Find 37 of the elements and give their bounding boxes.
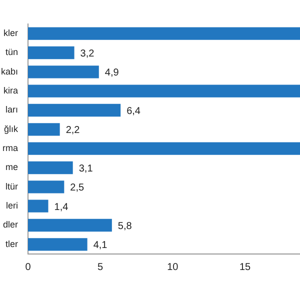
data-label: 4,9 (104, 68, 120, 79)
bar (28, 142, 300, 155)
y-tick-label: rma (2, 143, 18, 154)
x-tick-label: 10 (167, 262, 179, 273)
y-tick-label: ğlık (4, 124, 18, 134)
bar (28, 200, 48, 212)
data-label: 5,8 (118, 221, 132, 232)
y-tick-label: kler (3, 28, 18, 38)
bar (28, 238, 88, 251)
x-tick-label: 15 (239, 262, 252, 273)
y-tick-label: leri (6, 200, 18, 211)
y-tick-label: me (5, 162, 18, 172)
y-tick-label: ları (5, 104, 18, 115)
bar (28, 104, 121, 117)
bar (28, 123, 60, 136)
x-tick-label: 5 (98, 262, 104, 273)
data-label: 4,1 (93, 240, 108, 252)
bar (28, 84, 300, 98)
y-tick-label: ltür (5, 181, 18, 192)
data-label: 3,1 (78, 164, 94, 174)
y-tick-label: kabı (0, 66, 18, 76)
data-label: 2,5 (70, 182, 85, 194)
bar (28, 218, 112, 232)
bar (28, 66, 99, 78)
bar (28, 46, 74, 60)
bar (28, 180, 64, 194)
data-label: 3,2 (80, 48, 95, 60)
y-tick-label: tün (5, 47, 18, 58)
y-tick-label: tler (5, 238, 18, 249)
bar (28, 27, 300, 40)
data-label: 1,4 (54, 202, 69, 213)
data-label: 2,2 (66, 125, 80, 136)
data-label: 6,4 (126, 106, 141, 117)
bar (28, 161, 73, 174)
y-tick-label: dler (2, 220, 18, 230)
y-tick-label: kira (3, 86, 18, 96)
x-tick-label: 0 (25, 262, 32, 273)
